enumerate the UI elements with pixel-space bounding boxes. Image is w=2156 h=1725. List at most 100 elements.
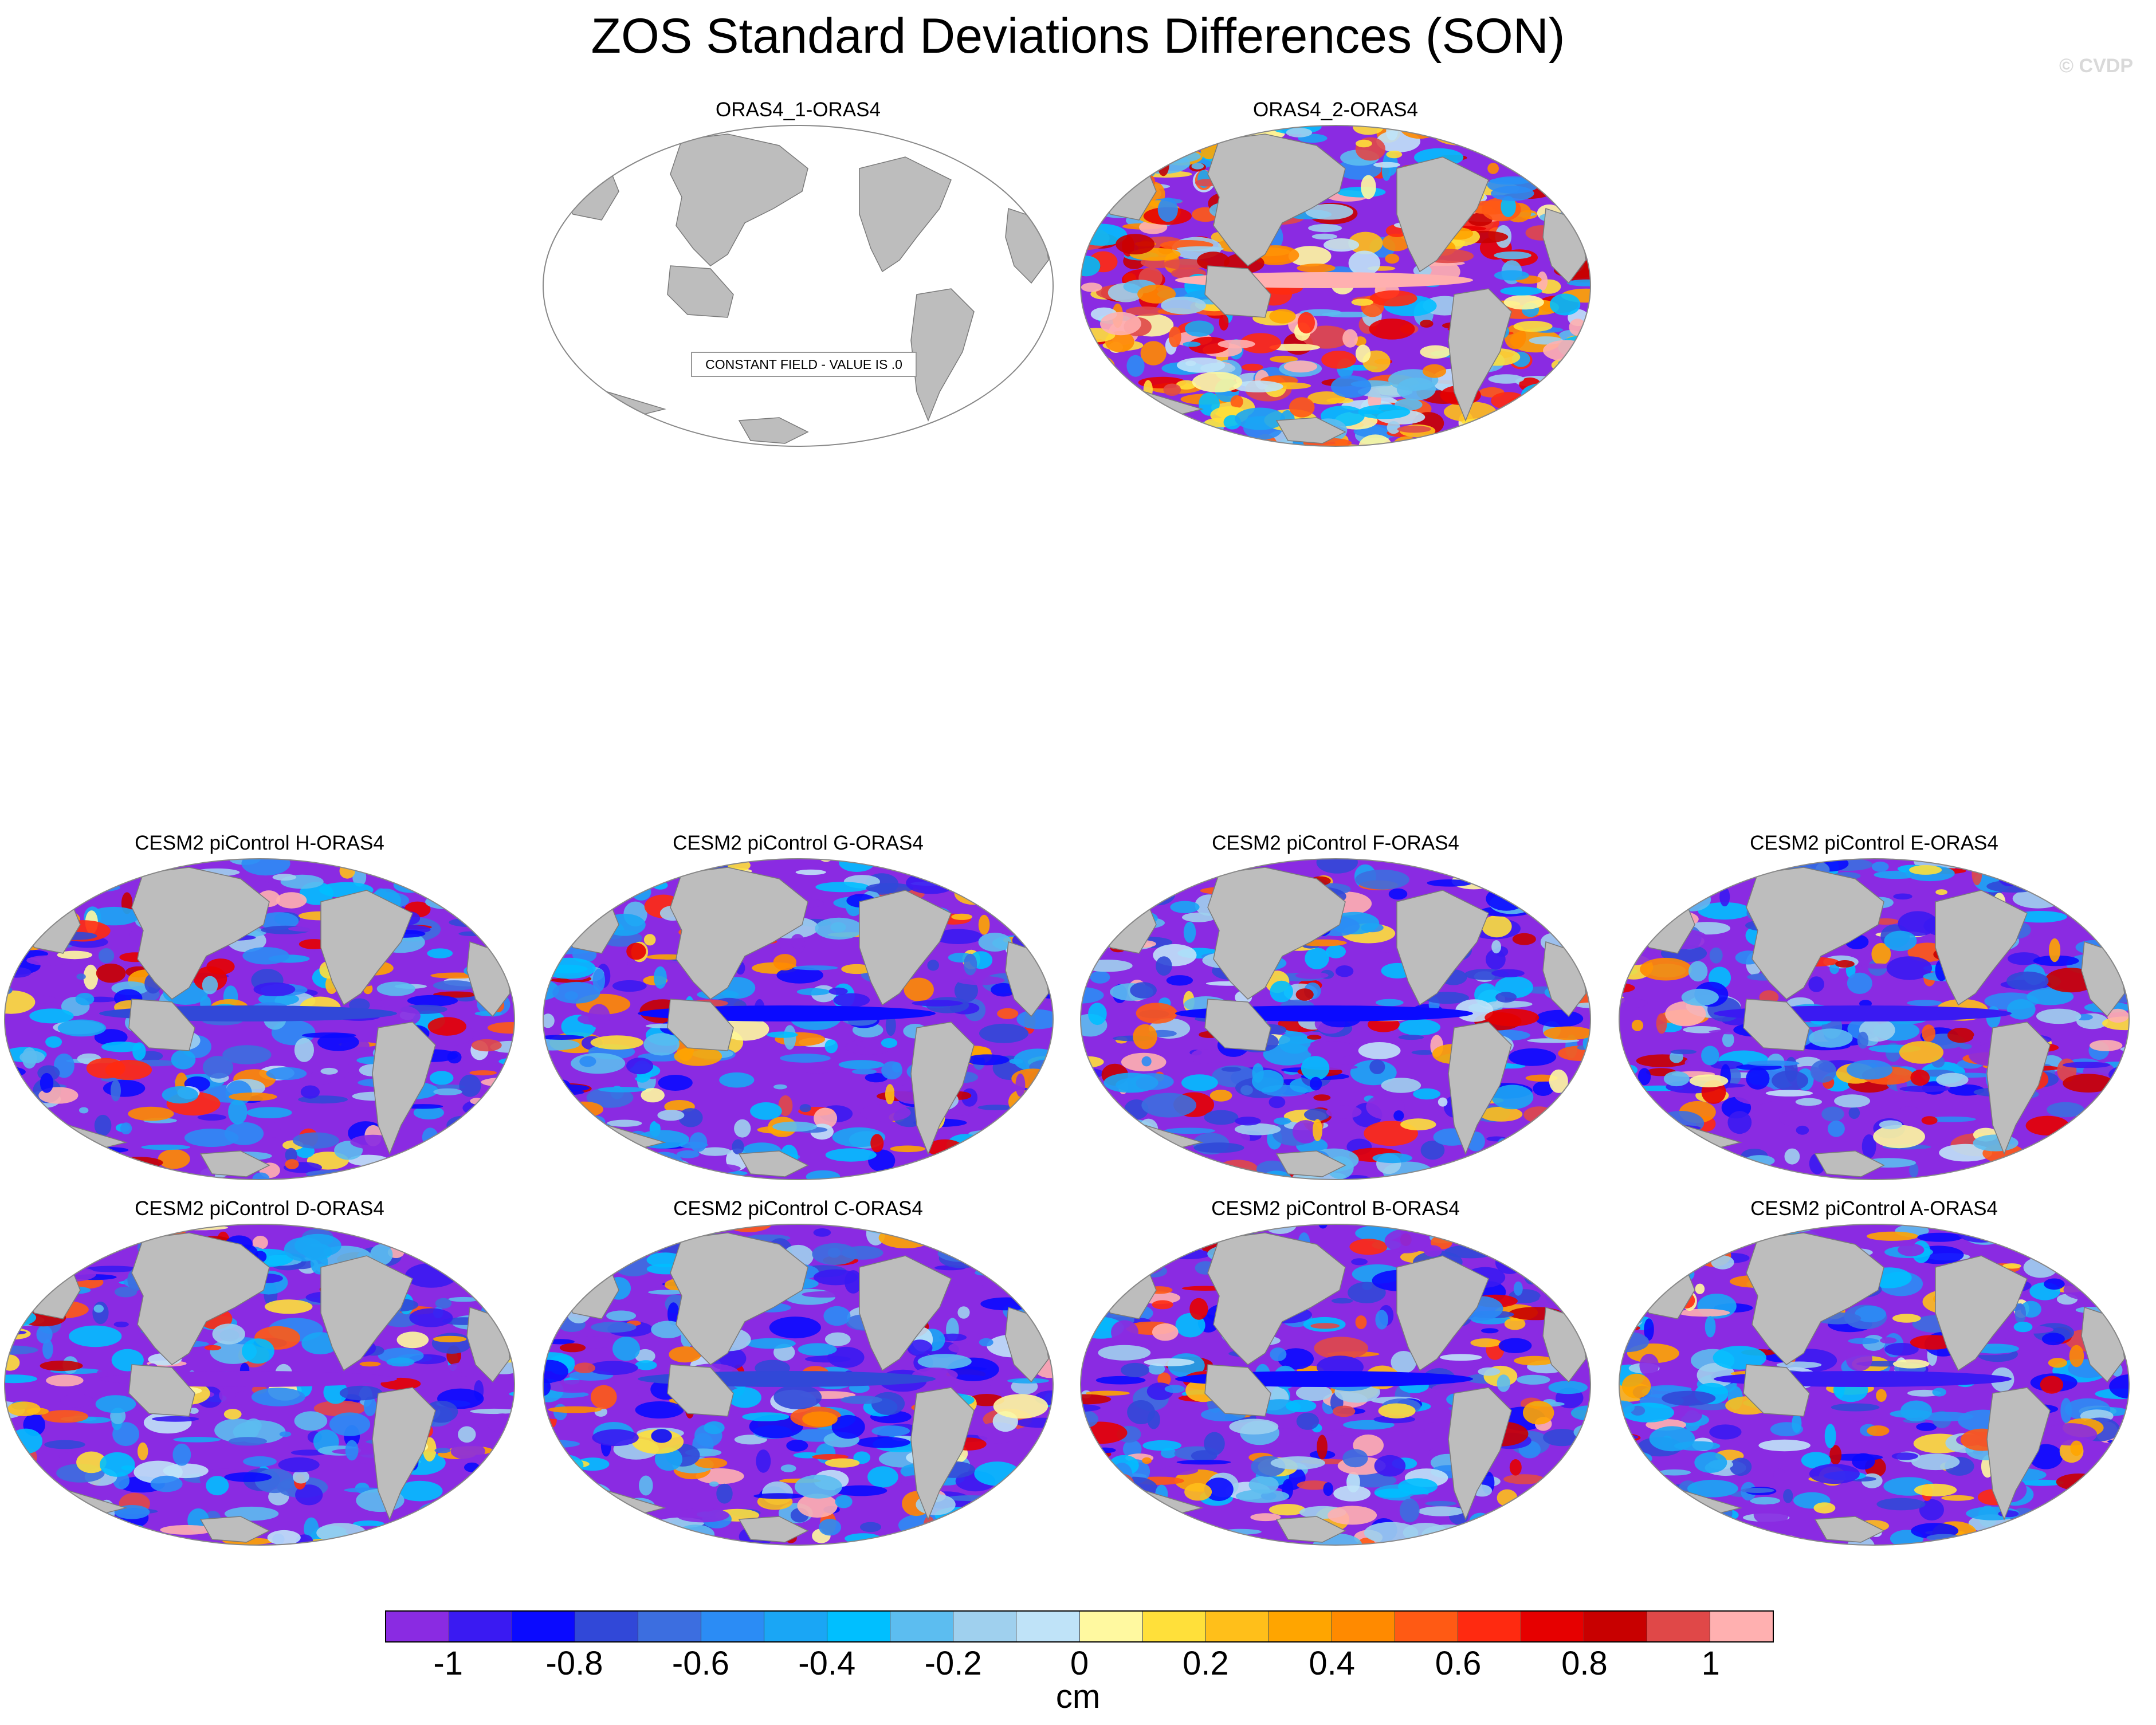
field-blob bbox=[470, 1155, 496, 1175]
field-blob bbox=[543, 1240, 577, 1247]
field-blob bbox=[172, 1443, 191, 1466]
field-blob bbox=[1398, 1035, 1424, 1040]
field-blob bbox=[486, 1253, 502, 1273]
field-blob bbox=[1164, 1385, 1185, 1393]
field-blob bbox=[904, 977, 934, 1001]
field-blob bbox=[1503, 294, 1544, 310]
field-blob bbox=[1926, 1534, 1962, 1542]
field-blob bbox=[2003, 1235, 2049, 1249]
land-mass bbox=[859, 890, 952, 1006]
field-blob bbox=[1541, 891, 1555, 911]
field-blob bbox=[160, 1524, 214, 1535]
field-blob bbox=[786, 1440, 808, 1452]
field-blob bbox=[506, 1080, 515, 1102]
field-blob bbox=[76, 1451, 107, 1473]
field-blob bbox=[371, 1000, 384, 1007]
field-blob bbox=[794, 1475, 842, 1499]
field-blob bbox=[1321, 312, 1375, 317]
field-blob bbox=[1023, 873, 1053, 883]
field-blob bbox=[1104, 889, 1153, 910]
field-blob bbox=[1783, 1489, 1793, 1503]
field-blob bbox=[154, 1229, 170, 1235]
field-blob bbox=[1295, 1385, 1332, 1401]
field-blob bbox=[1846, 1347, 1872, 1372]
field-blob bbox=[138, 1442, 148, 1460]
colorbar-swatch bbox=[1647, 1612, 1710, 1641]
field-blob bbox=[1101, 1173, 1152, 1180]
field-blob bbox=[86, 1517, 123, 1538]
land-mass bbox=[131, 867, 270, 1000]
field-blob bbox=[583, 1268, 596, 1278]
field-blob bbox=[1090, 970, 1110, 984]
land-mass bbox=[320, 1255, 413, 1372]
field-blob bbox=[1122, 142, 1137, 163]
field-blob bbox=[1779, 1110, 1809, 1126]
field-blob bbox=[834, 1485, 887, 1496]
map-globe bbox=[1080, 125, 1591, 447]
field-blob bbox=[1772, 1070, 1809, 1091]
field-blob bbox=[77, 1519, 119, 1534]
field-blob bbox=[1862, 1134, 1876, 1158]
field-blob bbox=[1323, 1482, 1333, 1496]
field-blob bbox=[1512, 933, 1536, 945]
field-blob bbox=[947, 1167, 990, 1178]
field-blob bbox=[827, 1346, 865, 1368]
field-blob bbox=[870, 1134, 884, 1153]
field-blob bbox=[959, 886, 1013, 899]
field-blob bbox=[555, 1154, 591, 1173]
field-blob bbox=[1193, 1142, 1244, 1153]
field-blob bbox=[1351, 1258, 1368, 1266]
colorbar-swatch bbox=[1521, 1612, 1584, 1641]
field-blob bbox=[1375, 1310, 1388, 1330]
field-blob bbox=[643, 1224, 654, 1240]
field-blob bbox=[995, 1166, 1024, 1180]
field-blob bbox=[1184, 1483, 1212, 1501]
field-blob bbox=[2025, 1167, 2047, 1180]
land-mass bbox=[1814, 1516, 1885, 1543]
field-blob bbox=[947, 1160, 970, 1169]
field-blob bbox=[1813, 1502, 1836, 1514]
field-blob bbox=[483, 1298, 515, 1307]
field-blob bbox=[2011, 1543, 2053, 1545]
field-blob bbox=[44, 1510, 86, 1535]
field-blob bbox=[1374, 1455, 1406, 1477]
field-blob bbox=[58, 1513, 111, 1535]
field-blob bbox=[1571, 428, 1591, 434]
field-blob bbox=[1892, 1359, 1930, 1369]
field-blob bbox=[825, 1458, 860, 1468]
field-blob bbox=[92, 859, 132, 865]
field-blob bbox=[1197, 252, 1230, 270]
field-blob bbox=[1810, 1060, 1837, 1083]
field-blob bbox=[486, 892, 515, 906]
field-blob bbox=[435, 1298, 452, 1309]
field-blob bbox=[1126, 867, 1161, 873]
field-blob bbox=[1681, 988, 1719, 1006]
field-blob bbox=[1218, 1160, 1258, 1178]
field-blob bbox=[1533, 1230, 1586, 1237]
field-blob bbox=[1042, 938, 1053, 961]
field-blob bbox=[795, 869, 826, 875]
field-blob bbox=[543, 1253, 551, 1262]
field-blob bbox=[543, 1276, 582, 1284]
field-blob bbox=[851, 1068, 877, 1075]
field-blob bbox=[1491, 940, 1501, 954]
field-blob bbox=[484, 1291, 515, 1307]
field-blob bbox=[21, 1283, 38, 1291]
field-blob bbox=[1204, 1432, 1225, 1456]
field-blob bbox=[778, 1095, 793, 1117]
field-blob bbox=[956, 976, 1005, 985]
field-blob bbox=[1248, 1476, 1279, 1494]
field-blob bbox=[11, 1500, 52, 1520]
field-blob bbox=[1369, 290, 1417, 307]
field-blob bbox=[1562, 1510, 1572, 1528]
field-blob bbox=[1235, 1117, 1261, 1126]
map-border bbox=[543, 1224, 1054, 1546]
field-blob bbox=[1399, 1498, 1420, 1523]
field-blob bbox=[1331, 1298, 1353, 1304]
field-blob bbox=[127, 1524, 144, 1532]
colorbar-swatch bbox=[890, 1612, 954, 1641]
field-blob bbox=[1090, 890, 1110, 908]
field-blob bbox=[943, 1516, 975, 1527]
field-blob bbox=[15, 1160, 30, 1166]
field-blob bbox=[1796, 1125, 1809, 1135]
